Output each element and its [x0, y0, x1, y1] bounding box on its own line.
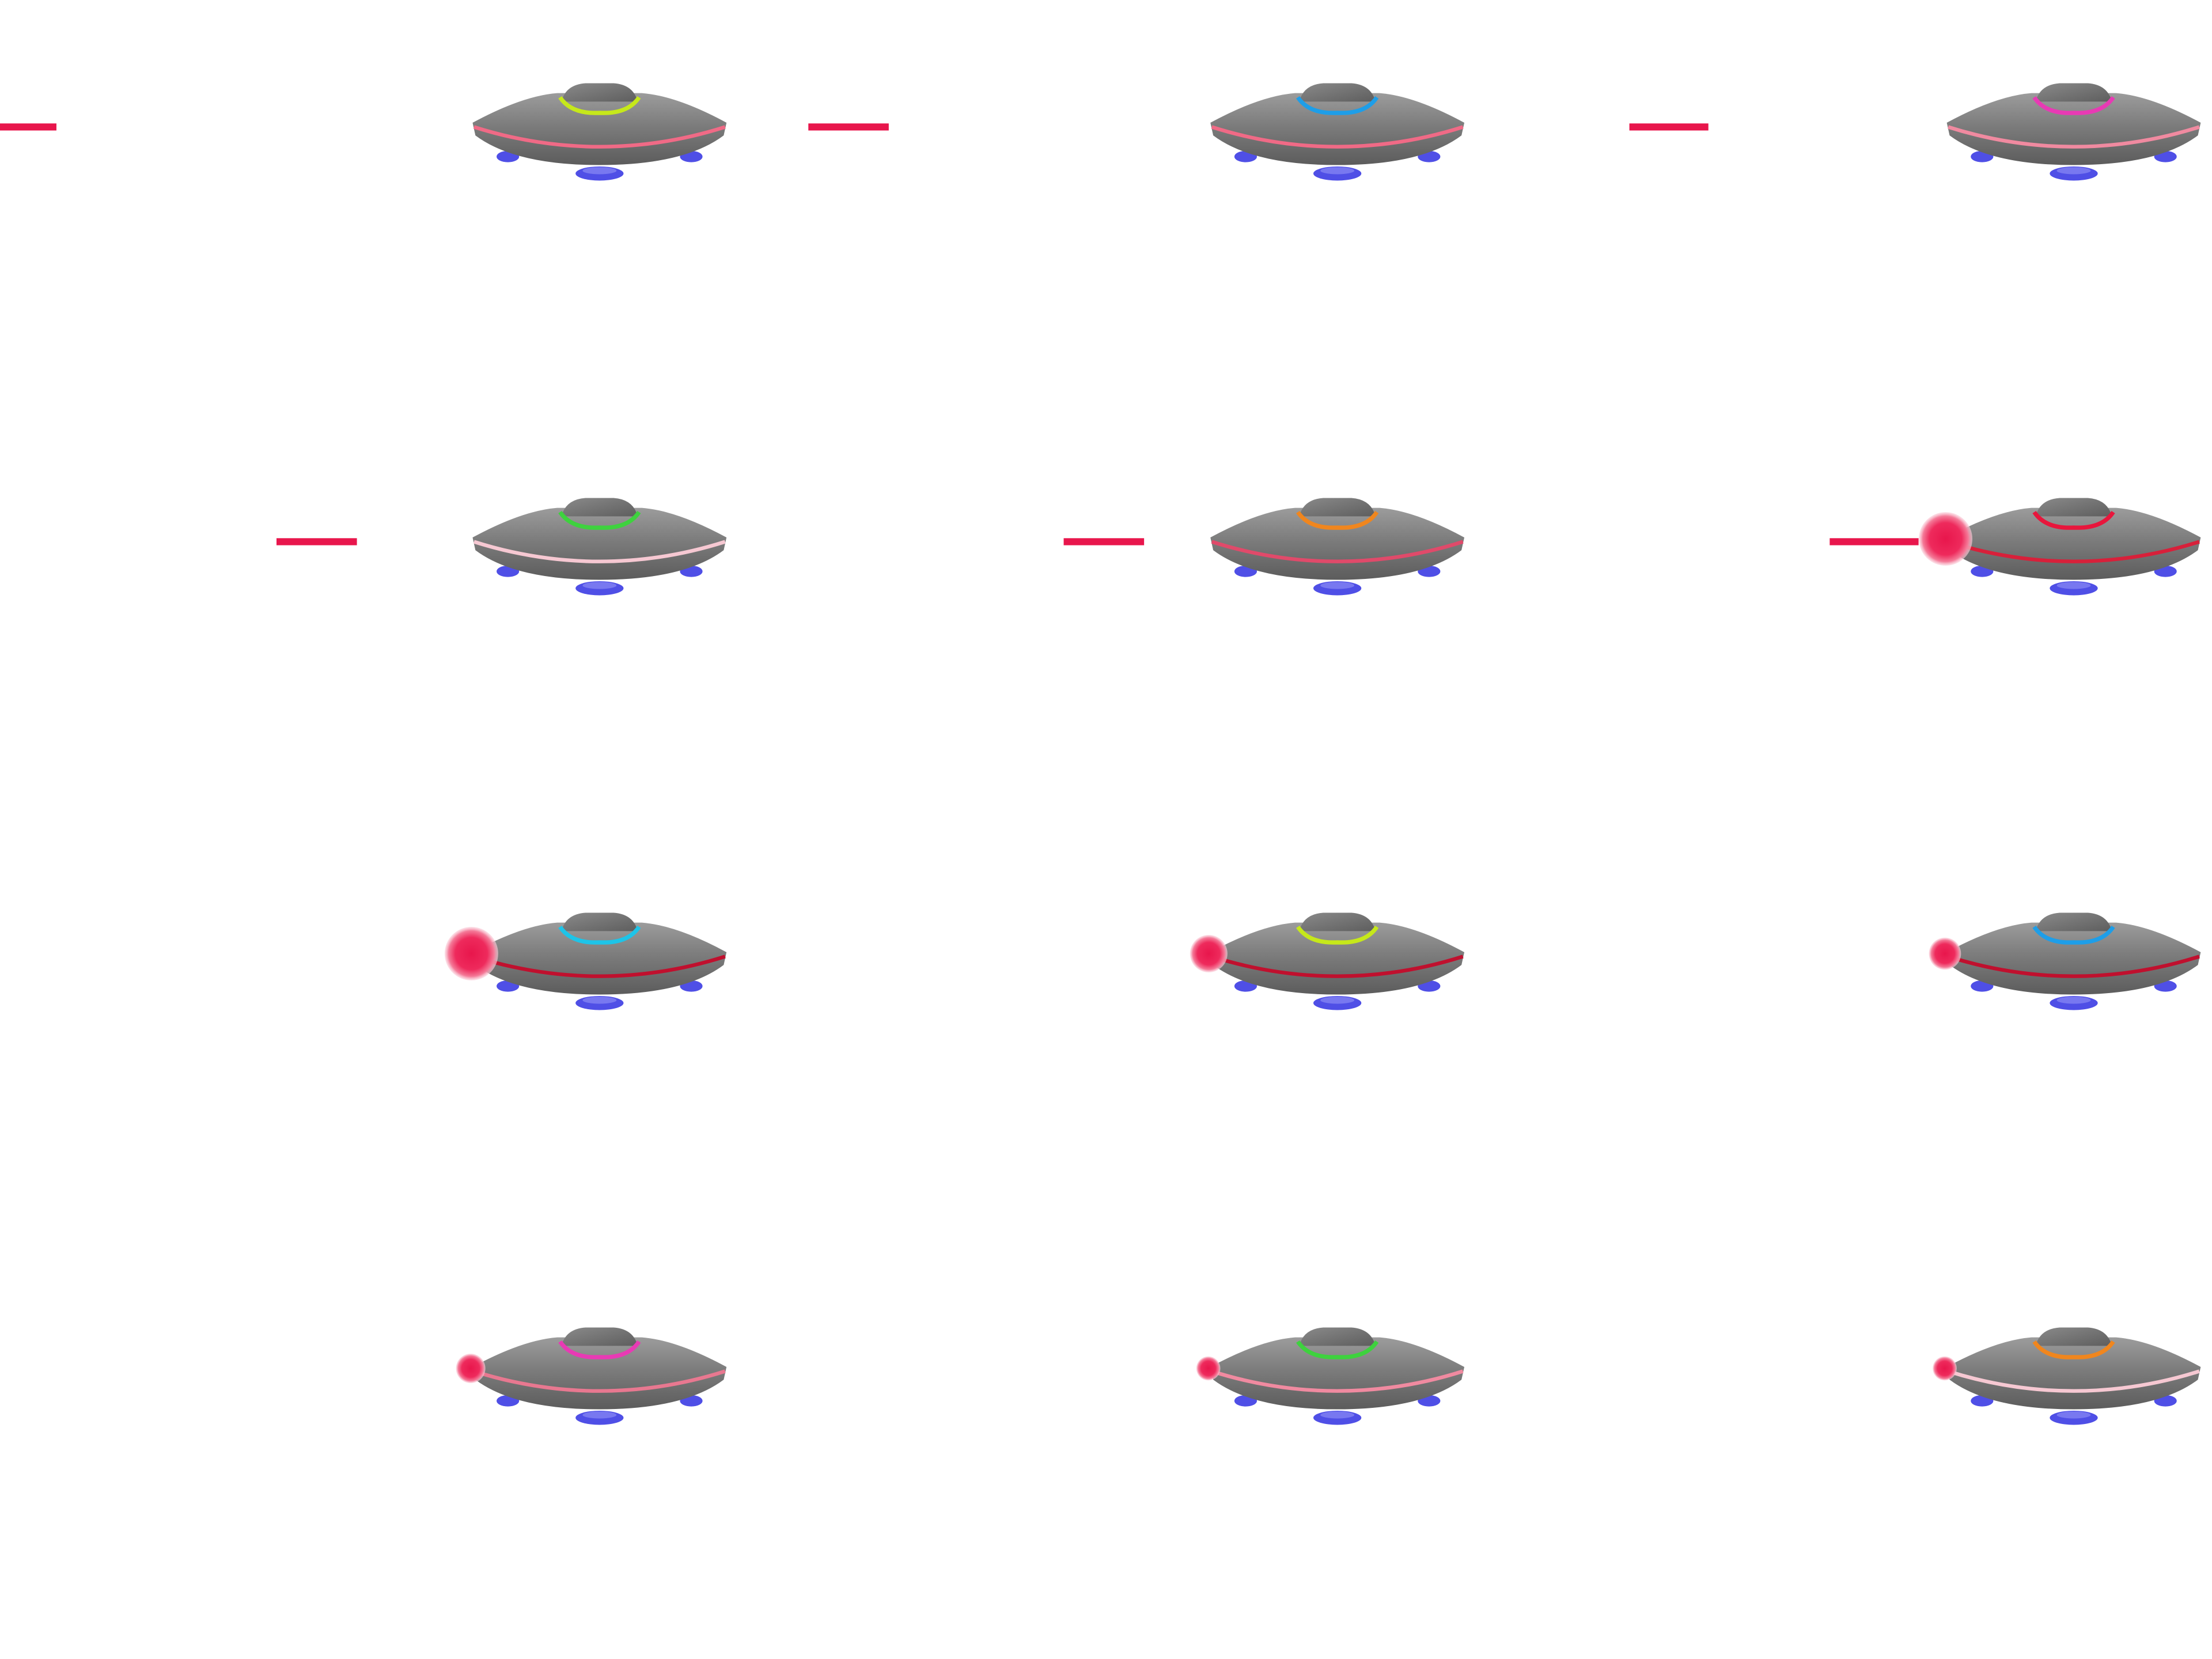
- dome-ring: [2032, 925, 2115, 945]
- ufo-legs: [497, 566, 703, 596]
- ufo-hull: [1210, 93, 1465, 165]
- laser-beam: [1063, 538, 1145, 546]
- hull-stripe: [473, 540, 726, 563]
- center-thruster-glow: [1320, 582, 1355, 589]
- ufo-dome: [2035, 83, 2112, 102]
- ufo-hull: [1946, 1337, 2201, 1410]
- ufo-frame: [808, 83, 1465, 181]
- ufo-dome: [561, 498, 638, 517]
- energy-orb: [1933, 1356, 1957, 1381]
- laser-beam: [808, 123, 889, 131]
- frames-layer: [0, 83, 2201, 1425]
- ufo-legs: [1234, 566, 1441, 596]
- ufo-hull: [1946, 922, 2201, 995]
- center-thruster-glow: [582, 1411, 617, 1419]
- hull-stripe: [473, 125, 726, 149]
- ufo-dome: [561, 83, 638, 102]
- center-thruster-glow: [2056, 167, 2091, 175]
- dome-ring: [2032, 1340, 2115, 1359]
- hull-stripe: [473, 1369, 726, 1393]
- center-thruster-glow: [1320, 167, 1355, 175]
- ufo-dome: [561, 1327, 638, 1346]
- ufo-legs: [497, 1395, 703, 1425]
- laser-beam: [0, 123, 56, 131]
- hull-stripe: [1211, 540, 1464, 563]
- laser-beam: [276, 538, 357, 546]
- ufo-hull: [1946, 507, 2201, 580]
- dome-ring: [2032, 96, 2115, 115]
- center-thruster-glow: [1320, 997, 1355, 1004]
- ufo-dome: [1299, 1327, 1376, 1346]
- energy-orb: [1190, 934, 1228, 973]
- dome-ring: [558, 925, 641, 945]
- ufo-dome: [561, 912, 638, 931]
- laser-beam: [1629, 123, 1709, 131]
- ufo-dome: [2035, 498, 2112, 517]
- hull-stripe: [1948, 955, 2200, 978]
- center-thruster-glow: [2056, 1411, 2091, 1419]
- ufo-hull: [1210, 507, 1465, 580]
- ufo-frame: [1063, 498, 1465, 596]
- dome-ring: [558, 96, 641, 115]
- hull-stripe: [1948, 540, 2200, 563]
- ufo-dome: [1299, 912, 1376, 931]
- ufo-dome: [2035, 1327, 2112, 1346]
- center-thruster-glow: [2056, 997, 2091, 1004]
- hull-stripe: [1948, 1369, 2200, 1393]
- ufo-hull: [1210, 922, 1465, 995]
- hull-stripe: [1948, 125, 2200, 149]
- ufo-frame: [1929, 912, 2201, 1010]
- hull-stripe: [1211, 125, 1464, 149]
- dome-ring: [1296, 925, 1379, 945]
- center-thruster-glow: [582, 997, 617, 1004]
- ufo-frame: [0, 83, 727, 181]
- energy-orb: [444, 926, 498, 981]
- center-thruster-glow: [582, 167, 617, 175]
- hull-stripe: [473, 955, 726, 978]
- energy-orb: [1196, 1356, 1221, 1381]
- ufo-hull: [1210, 1337, 1465, 1410]
- dome-ring: [558, 1340, 641, 1359]
- ufo-dome: [1299, 83, 1376, 102]
- ufo-hull: [472, 922, 727, 995]
- ufo-frame: [1830, 498, 2201, 596]
- ufo-frame: [444, 912, 727, 1010]
- dome-ring: [2032, 510, 2115, 530]
- ufo-frame: [1190, 912, 1465, 1010]
- hull-stripe: [1211, 955, 1464, 978]
- ufo-hull: [1946, 93, 2201, 165]
- ufo-dome: [2035, 912, 2112, 931]
- hull-stripe: [1211, 1369, 1464, 1393]
- dome-ring: [1296, 96, 1379, 115]
- dome-ring: [1296, 510, 1379, 530]
- ufo-frame: [1629, 83, 2201, 181]
- ufo-hull: [472, 93, 727, 165]
- energy-orb: [1918, 512, 1973, 566]
- ufo-frame: [456, 1327, 727, 1425]
- dome-ring: [558, 510, 641, 530]
- dome-ring: [1296, 1340, 1379, 1359]
- ufo-dome: [1299, 498, 1376, 517]
- ufo-hull: [472, 507, 727, 580]
- ufo-frame: [1196, 1327, 1465, 1425]
- ufo-frame: [1933, 1327, 2201, 1425]
- energy-orb: [1929, 937, 1961, 970]
- ufo-frame: [276, 498, 727, 596]
- center-thruster-glow: [582, 582, 617, 589]
- center-thruster-glow: [1320, 1411, 1355, 1419]
- ufo-hull: [472, 1337, 727, 1410]
- center-thruster-glow: [2056, 582, 2091, 589]
- laser-beam: [1830, 538, 1919, 546]
- energy-orb: [456, 1353, 486, 1384]
